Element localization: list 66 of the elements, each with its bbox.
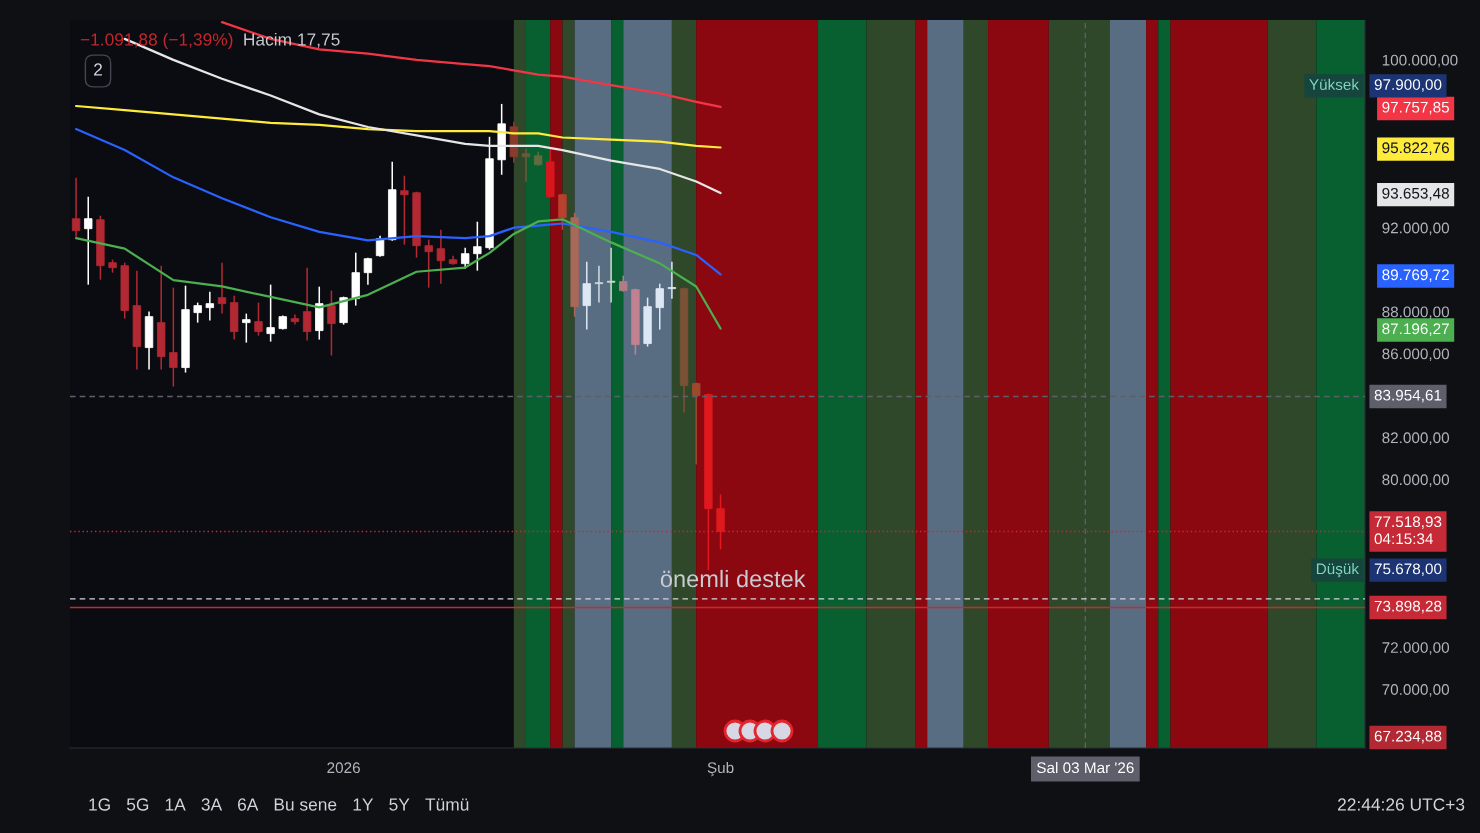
y-tick-label: 97.757,85 — [1382, 101, 1449, 115]
annotation: Düşük — [1316, 562, 1360, 578]
y-tick-label: 100.000,00 — [1382, 54, 1458, 68]
text: 75.678,00 — [1374, 563, 1442, 577]
candlestick — [692, 381, 701, 466]
candlestick — [84, 195, 93, 286]
y-tick-label: 72.000,00 — [1382, 642, 1450, 655]
candlestick — [436, 228, 446, 285]
text: 1G — [89, 798, 110, 811]
text: 5Y — [389, 798, 410, 811]
candlestick — [327, 289, 336, 357]
candlestick — [606, 246, 616, 304]
text: 5G — [126, 798, 149, 811]
x-tick-label: Şub — [707, 761, 734, 777]
candlestick — [667, 260, 677, 300]
candlestick — [461, 246, 470, 270]
annotation: Yüksek — [1309, 78, 1360, 90]
text: 6A — [238, 798, 259, 811]
candlestick — [254, 301, 263, 337]
y-tick-label: 70.000,00 — [1382, 684, 1450, 697]
text: 1A — [165, 798, 186, 811]
y-tick-label: 87.196,27 — [1382, 323, 1449, 336]
candlestick — [582, 260, 591, 331]
candlestick — [594, 264, 604, 304]
text: −1.091,88 (−1,39%) — [80, 32, 233, 50]
y-tick-label: 80.000,00 — [1382, 474, 1450, 487]
line-series — [74, 218, 722, 330]
candlestick — [217, 261, 227, 315]
text: 3A — [201, 798, 223, 811]
candlestick — [400, 174, 409, 246]
text: 97.900,00 — [1374, 79, 1442, 92]
candlestick — [193, 301, 202, 324]
x-tick-label: Sal 03 Mar '26 — [1037, 761, 1134, 774]
candlestick — [169, 286, 178, 388]
y-tick-label: 89.769,72 — [1382, 269, 1449, 282]
y-tick-label: 95.822,76 — [1382, 142, 1449, 155]
annotation: önemli destek — [660, 569, 806, 588]
text: Tümü — [425, 798, 469, 811]
annotation: 2 — [94, 63, 102, 76]
y-tick-label: 93.653,48 — [1382, 187, 1449, 201]
candlestick — [473, 220, 482, 272]
line-series — [74, 104, 722, 149]
y-tick-label: 88.000,00 — [1382, 306, 1450, 320]
text: Bu sene — [274, 798, 337, 811]
candlestick — [242, 312, 251, 344]
candlestick — [424, 238, 433, 289]
ref-line-label: 77.518,93 04:15:34 — [1374, 516, 1442, 545]
candlestick — [363, 256, 373, 286]
x-tick-label: 2026 — [327, 762, 360, 774]
text: 1Y — [353, 798, 374, 811]
candlestick — [716, 493, 725, 551]
text: 22:44:26 UTC+3 — [1338, 798, 1465, 811]
candlestick — [266, 283, 275, 343]
y-tick-label: 92.000,00 — [1382, 222, 1450, 236]
candlestick — [205, 290, 215, 322]
candlestick — [558, 192, 567, 231]
y-tick-label: 86.000,00 — [1382, 348, 1450, 362]
text: 67.234,88 — [1374, 730, 1442, 744]
ref-line-label: 83.954,61 — [1374, 389, 1442, 403]
ref-line-label: 73.898,28 — [1374, 600, 1442, 614]
line-series — [74, 127, 722, 276]
candlestick — [71, 176, 81, 238]
candlestick — [302, 266, 312, 342]
candlestick — [655, 282, 664, 331]
y-tick-label: 82.000,00 — [1382, 432, 1450, 445]
candlestick — [521, 148, 531, 183]
